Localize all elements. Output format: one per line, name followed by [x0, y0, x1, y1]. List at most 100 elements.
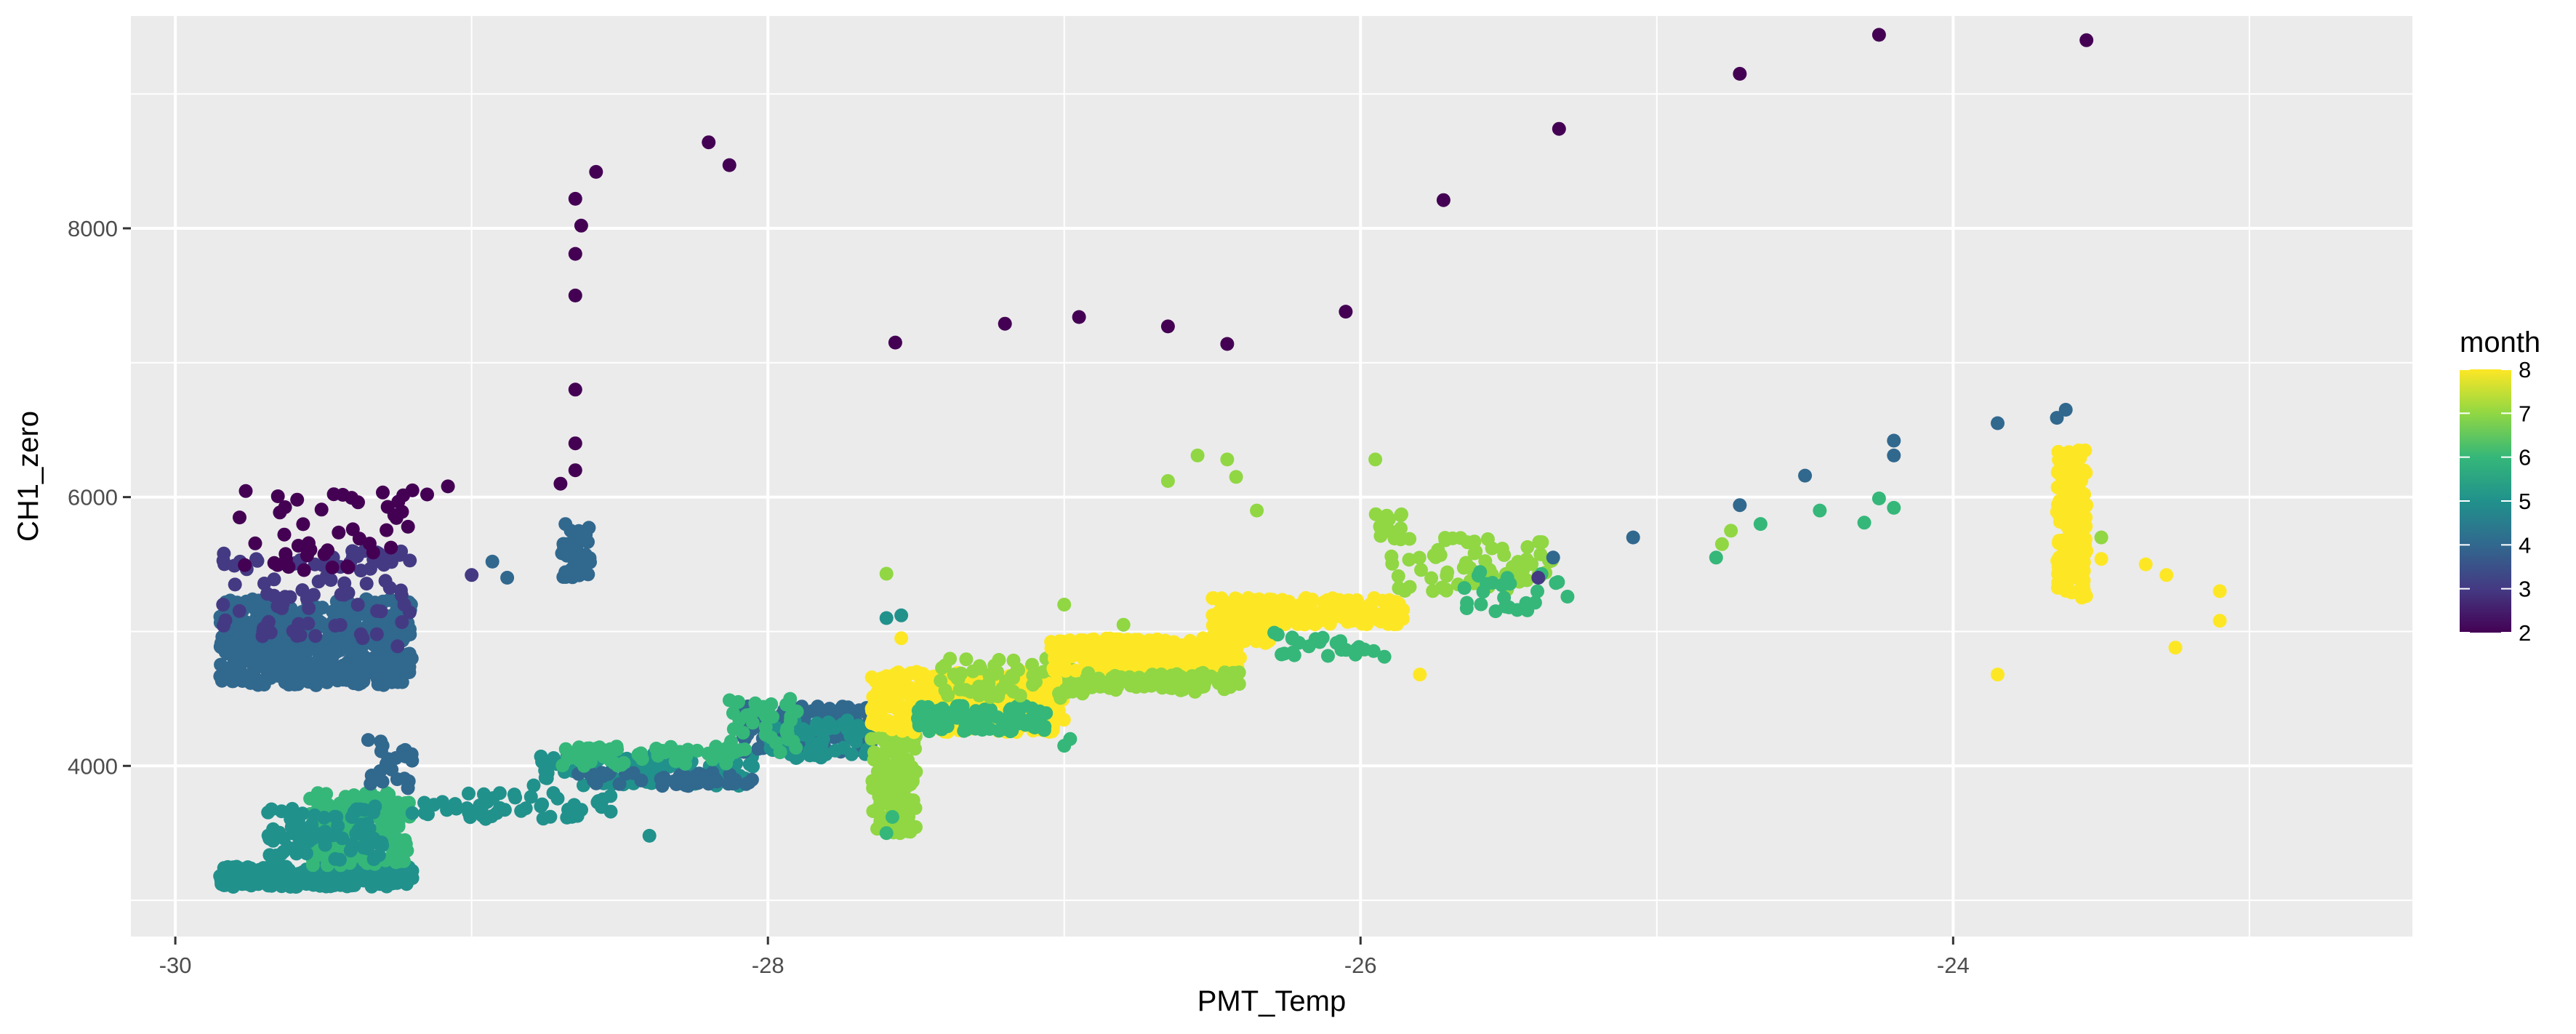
data-point	[273, 505, 287, 520]
data-point	[563, 750, 577, 765]
data-point	[898, 776, 912, 790]
data-point	[2053, 551, 2068, 565]
data-point	[827, 721, 842, 735]
data-point	[864, 670, 879, 684]
data-point	[1552, 121, 1566, 136]
data-point	[242, 862, 257, 876]
data-point	[317, 547, 332, 561]
data-point	[222, 665, 237, 678]
data-point	[289, 652, 303, 666]
data-point	[1311, 606, 1325, 621]
data-point	[261, 805, 276, 819]
data-point	[368, 799, 382, 814]
data-point	[673, 768, 687, 782]
data-point	[316, 795, 331, 810]
data-point	[330, 673, 345, 688]
data-point	[1340, 606, 1355, 620]
data-point	[894, 608, 909, 622]
data-point	[822, 702, 837, 716]
data-point	[1871, 28, 1886, 42]
data-point	[1072, 310, 1086, 324]
data-point	[603, 804, 618, 819]
plot-panel	[131, 16, 2412, 937]
x-tick-label: -24	[1937, 953, 1970, 978]
data-point	[349, 827, 364, 841]
data-point	[1080, 640, 1094, 654]
data-point	[722, 158, 737, 172]
data-point	[882, 673, 896, 687]
data-point	[1160, 319, 1175, 334]
data-point	[1058, 660, 1072, 675]
data-point	[2079, 498, 2094, 513]
data-point	[300, 591, 314, 606]
data-point	[1560, 590, 1575, 604]
axes: -30 -28 -26 -24 4000 6000 8000	[68, 216, 1970, 978]
data-point	[1871, 492, 1886, 505]
data-point	[217, 861, 231, 875]
data-point	[344, 660, 358, 675]
data-point	[309, 678, 324, 692]
data-point	[297, 563, 311, 577]
data-point	[1308, 634, 1323, 649]
data-point	[1293, 603, 1307, 617]
data-point	[2066, 487, 2081, 502]
data-point	[365, 868, 380, 883]
data-point	[1112, 633, 1126, 647]
data-point	[1118, 672, 1132, 686]
grid-major	[131, 16, 2412, 937]
data-point	[1275, 647, 1289, 662]
data-point	[1385, 556, 1400, 571]
data-point	[977, 702, 992, 717]
data-point	[2059, 505, 2074, 520]
data-point	[1887, 433, 1901, 448]
data-point	[350, 645, 364, 660]
data-point	[1270, 628, 1285, 642]
data-point	[396, 870, 410, 884]
data-point	[301, 617, 316, 630]
data-point	[462, 786, 476, 801]
points-layer	[213, 28, 2227, 894]
data-point	[1205, 608, 1220, 622]
data-point	[465, 568, 479, 582]
data-point	[1135, 660, 1149, 674]
data-point	[568, 191, 582, 206]
legend-tick-label: 2	[2519, 620, 2531, 646]
data-point	[751, 742, 766, 756]
data-point	[867, 745, 881, 760]
data-point	[836, 740, 851, 755]
data-point	[332, 852, 347, 867]
data-point	[1321, 649, 1335, 663]
data-point	[1299, 593, 1314, 607]
data-point	[285, 801, 300, 816]
data-point	[405, 806, 420, 820]
data-point	[568, 436, 582, 451]
data-point	[1546, 550, 1560, 565]
data-point	[1724, 524, 1738, 538]
data-point	[1530, 584, 1544, 598]
data-point	[272, 638, 286, 652]
data-point	[577, 527, 592, 541]
data-point	[995, 681, 1010, 696]
data-point	[403, 553, 417, 568]
data-point	[575, 742, 590, 756]
data-point	[285, 815, 300, 830]
data-point	[2063, 457, 2077, 471]
data-point	[938, 658, 952, 673]
data-point	[292, 827, 307, 842]
data-point	[2159, 568, 2174, 582]
data-point	[1381, 512, 1396, 526]
data-point	[238, 484, 253, 498]
data-point	[1234, 602, 1248, 617]
data-point	[272, 825, 286, 840]
data-point	[612, 777, 627, 791]
data-point	[816, 732, 830, 747]
data-point	[492, 786, 507, 801]
data-point	[270, 851, 285, 866]
data-point	[755, 704, 769, 718]
data-point	[912, 678, 927, 693]
data-point	[1532, 535, 1546, 549]
data-point	[361, 733, 375, 748]
data-point	[1144, 633, 1159, 648]
data-point	[634, 773, 649, 787]
